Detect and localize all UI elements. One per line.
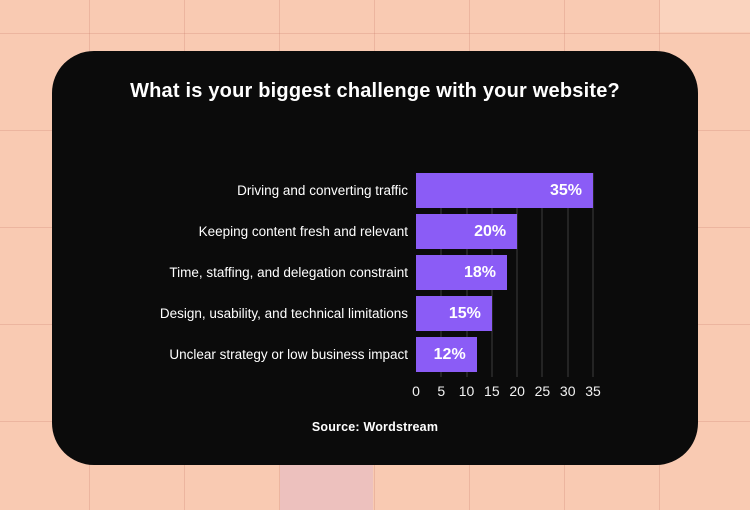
x-axis-tick-label: 25 (534, 383, 551, 399)
bar: 35% (416, 173, 593, 208)
gridline (541, 173, 544, 377)
chart-title: What is your biggest challenge with your… (130, 80, 620, 102)
x-axis-tick-label: 0 (412, 383, 420, 399)
bar-value-label: 15% (448, 305, 481, 322)
chart-card: What is your biggest challenge with your… (52, 51, 698, 465)
bar: 15% (416, 296, 492, 331)
bar-row: Unclear strategy or low business impact 1… (52, 337, 698, 372)
bar: 20% (416, 214, 518, 249)
bar-value-label: 20% (474, 223, 507, 240)
gridline (592, 173, 594, 377)
x-axis-tick-label: 20 (509, 383, 525, 399)
bar: 18% (416, 255, 508, 290)
bar: 12% (416, 337, 477, 372)
bar-value-label: 35% (549, 182, 582, 199)
category-label: Keeping content fresh and relevant (198, 224, 408, 239)
x-axis-tick-label: 15 (484, 383, 500, 399)
x-axis-tick-label: 10 (458, 383, 475, 399)
gridline (566, 173, 569, 377)
x-axis-tick-label: 35 (585, 383, 601, 399)
gridline (516, 173, 519, 377)
x-axis-tick-label: 30 (559, 383, 576, 399)
background-grid-cell-light (660, 0, 750, 32)
category-label: Time, staffing, and delegation constrain… (169, 265, 408, 280)
category-label: Unclear strategy or low business impact (169, 347, 408, 362)
bar-row: Time, staffing, and delegation constrain… (52, 255, 698, 290)
bar-row: Keeping content fresh and relevant 20% (52, 214, 698, 249)
x-axis-tick-label: 5 (437, 383, 446, 399)
bar-row: Design, usability, and technical limitat… (52, 296, 698, 331)
bar-row: Driving and converting traffic 35% (52, 173, 698, 208)
category-label: Design, usability, and technical limitat… (159, 306, 408, 321)
x-axis: 0 5 10 15 20 25 30 35 (412, 383, 601, 399)
bar-value-label: 12% (433, 346, 466, 363)
bar-chart: Driving and converting traffic 35% Keeping… (52, 173, 698, 399)
bar-rows: Driving and converting traffic 35% Keeping… (52, 173, 698, 372)
category-label: Driving and converting traffic (237, 183, 408, 198)
source-caption: Source: Wordstream (311, 420, 439, 434)
bar-value-label: 18% (463, 264, 497, 281)
